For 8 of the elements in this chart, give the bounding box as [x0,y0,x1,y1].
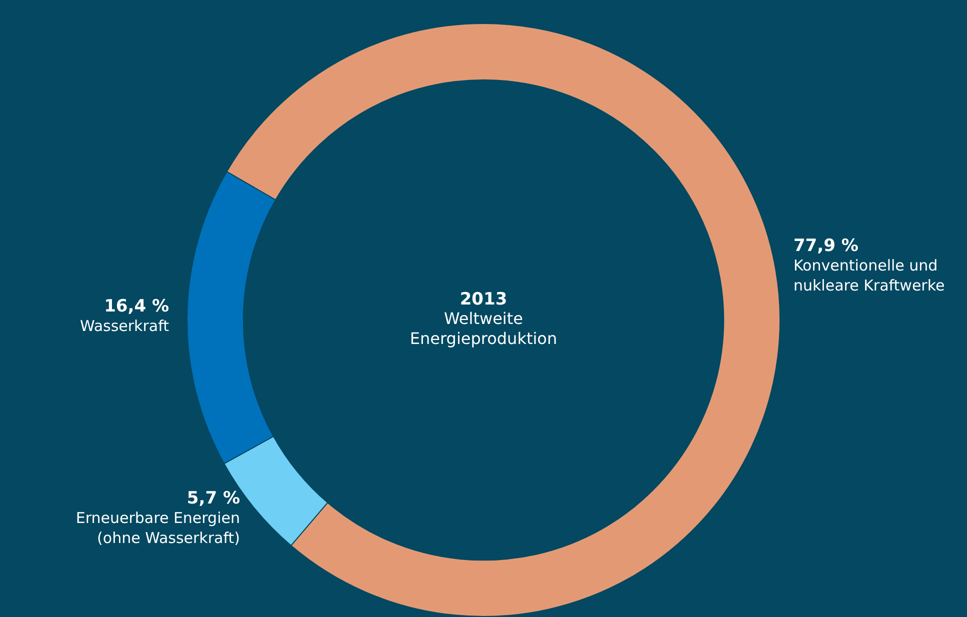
slice-label: Konventionelle und nukleare Kraftwerke [793,256,945,295]
text: Weltweite Energieproduktion [410,309,558,348]
data-label: 5,7 % [186,488,240,508]
data-label: 16,4 % [104,296,170,317]
text: 2013 [460,289,508,310]
slice-label: Wasserkraft [80,317,170,336]
data-label: 77,9 % [793,236,858,256]
slice-label: Erneuerbare Energien (ohne Wasserkraft) [76,508,240,547]
